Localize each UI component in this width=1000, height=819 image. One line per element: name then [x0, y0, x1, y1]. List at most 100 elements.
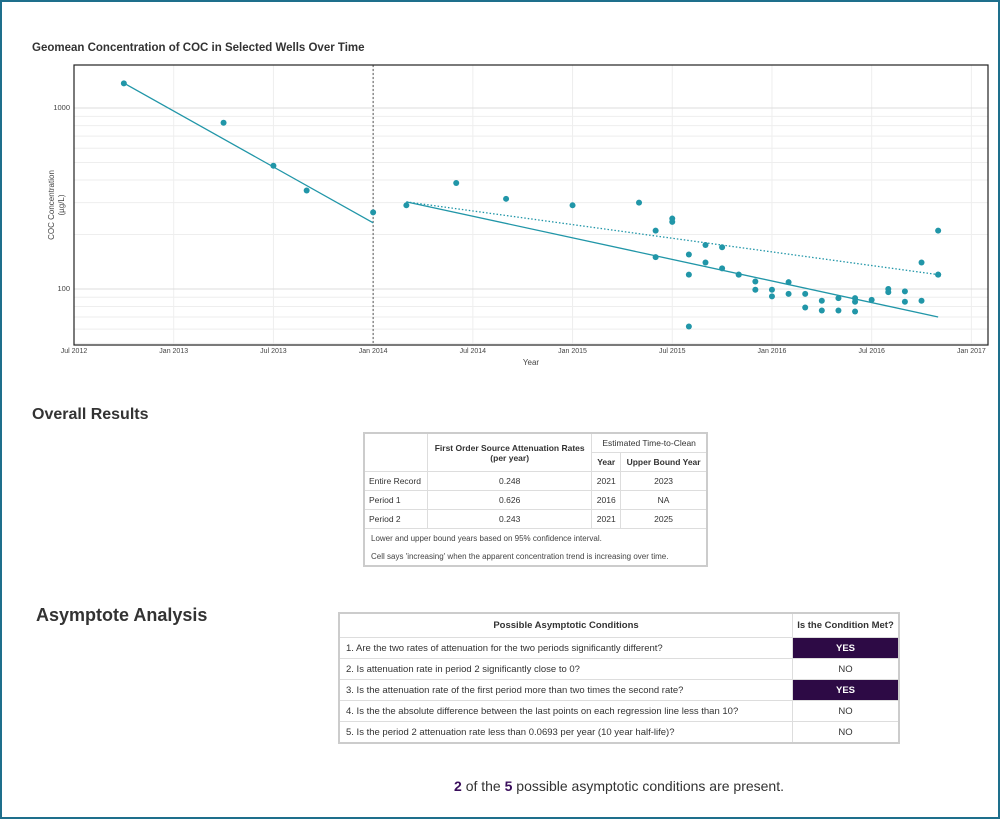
asymptote-table: Possible Asymptotic Conditions Is the Co… — [338, 612, 900, 744]
x-tick-label: Jan 2017 — [957, 348, 986, 355]
cell: 0.243 — [427, 509, 593, 529]
data-point — [818, 297, 825, 304]
x-tick-label: Jan 2013 — [159, 348, 188, 355]
y-tick-label: 1000 — [53, 103, 70, 112]
data-point — [918, 259, 925, 266]
cell: NA — [620, 490, 708, 510]
cell: Entire Record — [363, 471, 429, 491]
cell: 2021 — [591, 509, 622, 529]
data-point — [935, 271, 942, 278]
asymptote-body: 1. Are the two rates of attenuation for … — [338, 637, 900, 744]
cell: Period 1 — [363, 490, 429, 510]
section-heading: Asymptote Analysis — [36, 605, 208, 625]
section-heading: Overall Results — [32, 406, 149, 423]
answer: NO — [792, 721, 900, 744]
plot-area — [74, 65, 988, 345]
data-point — [918, 297, 925, 304]
chart: Geomean Concentration of COC in Selected… — [32, 42, 989, 367]
data-point — [735, 271, 742, 278]
data-point — [935, 227, 942, 234]
data-point — [802, 290, 809, 297]
data-row: Period 2 0.243 2021 2025 — [363, 509, 708, 529]
data-point — [785, 290, 792, 297]
answer: YES — [792, 679, 900, 701]
data-point — [885, 289, 892, 296]
header-text: First Order Source Attenuation Rates — [434, 442, 585, 453]
cell: 2016 — [591, 490, 622, 510]
data-point — [453, 180, 460, 187]
header-cell — [363, 432, 429, 472]
data-point — [752, 286, 759, 293]
condition-row: 5. Is the period 2 attenuation rate less… — [338, 721, 900, 744]
x-tick-label: Jul 2014 — [460, 348, 487, 355]
x-tick-label: Jul 2015 — [659, 348, 686, 355]
regression-line — [123, 82, 374, 224]
data-point — [835, 295, 842, 302]
data-point — [785, 279, 792, 286]
regression-line — [406, 201, 939, 318]
data-point — [652, 254, 659, 261]
note: Cell says 'increasing' when the apparent… — [371, 551, 669, 561]
data-point — [868, 296, 875, 303]
note-row: Lower and upper bound years based on 95%… — [364, 529, 707, 548]
data-point — [669, 218, 676, 225]
answer: NO — [792, 700, 900, 722]
data-point — [901, 298, 908, 305]
data-point — [752, 278, 759, 285]
header-cell: Is the Condition Met? — [792, 612, 900, 638]
results-body: Entire Record 0.248 2021 2023 Period 1 0.626 2… — [363, 471, 708, 567]
x-axis-label: Year — [523, 358, 540, 367]
condition: 4. Is the the absolute difference betwee… — [338, 700, 793, 722]
data-point — [802, 304, 809, 311]
y-axis-label: (µg/L) — [57, 194, 66, 215]
condition-row: 2. Is attenuation rate in period 2 signi… — [338, 658, 900, 680]
data-point — [852, 308, 859, 315]
data-point — [719, 244, 726, 251]
note: Lower and upper bound years based on 95%… — [371, 533, 602, 543]
data-point — [270, 162, 277, 169]
condition-row: 4. Is the the absolute difference betwee… — [338, 700, 900, 722]
data-point — [768, 286, 775, 293]
data-point — [901, 288, 908, 295]
data-point — [702, 241, 709, 248]
data-point — [685, 251, 692, 258]
x-tick-label: Jan 2015 — [558, 348, 587, 355]
header-cell: First Order Source Attenuation Rates (per… — [427, 432, 593, 472]
plot-frame — [73, 64, 989, 346]
x-tick-label: Jan 2016 — [758, 348, 787, 355]
data-point — [702, 259, 709, 266]
cell: 0.626 — [427, 490, 593, 510]
header-row: Year Upper Bound Year — [364, 452, 708, 472]
summary-text: possible asymptotic conditions are prese… — [516, 778, 784, 794]
cell: 2025 — [620, 509, 708, 529]
header-cell: Upper Bound Year — [620, 452, 708, 472]
cell: Period 2 — [363, 509, 429, 529]
x-tick-label: Jul 2016 — [858, 348, 885, 355]
condition: 5. Is the period 2 attenuation rate less… — [338, 721, 793, 744]
data-point — [685, 323, 692, 330]
condition: 3. Is the attenuation rate of the first … — [338, 679, 793, 701]
data-point — [120, 80, 127, 87]
cell: 2023 — [620, 471, 708, 491]
summary: 2 of the 5 possible asymptotic condition… — [2, 778, 998, 794]
cell: 2021 — [591, 471, 622, 491]
condition-row: 1. Are the two rates of attenuation for … — [338, 637, 900, 659]
condition: 2. Is attenuation rate in period 2 signi… — [338, 658, 793, 680]
header-row: First Order Source Attenuation Rates (per… — [363, 432, 708, 472]
answer: NO — [792, 658, 900, 680]
condition-row: 3. Is the attenuation rate of the first … — [338, 679, 900, 701]
data-point — [652, 227, 659, 234]
header-text: (per year) — [490, 452, 530, 463]
data-point — [303, 187, 310, 194]
x-tick-label: Jul 2012 — [61, 348, 88, 355]
data-point — [685, 271, 692, 278]
condition: 1. Are the two rates of attenuation for … — [338, 637, 793, 659]
results-table: First Order Source Attenuation Rates (per… — [363, 432, 708, 567]
header-cell: Possible Asymptotic Conditions — [338, 612, 793, 638]
data-point — [818, 307, 825, 314]
header-cell: Estimated Time-to-Clean — [591, 432, 708, 453]
data-point — [852, 295, 859, 302]
summary-text: of the — [465, 778, 501, 794]
data-row: Entire Record 0.248 2021 2023 — [363, 471, 708, 491]
